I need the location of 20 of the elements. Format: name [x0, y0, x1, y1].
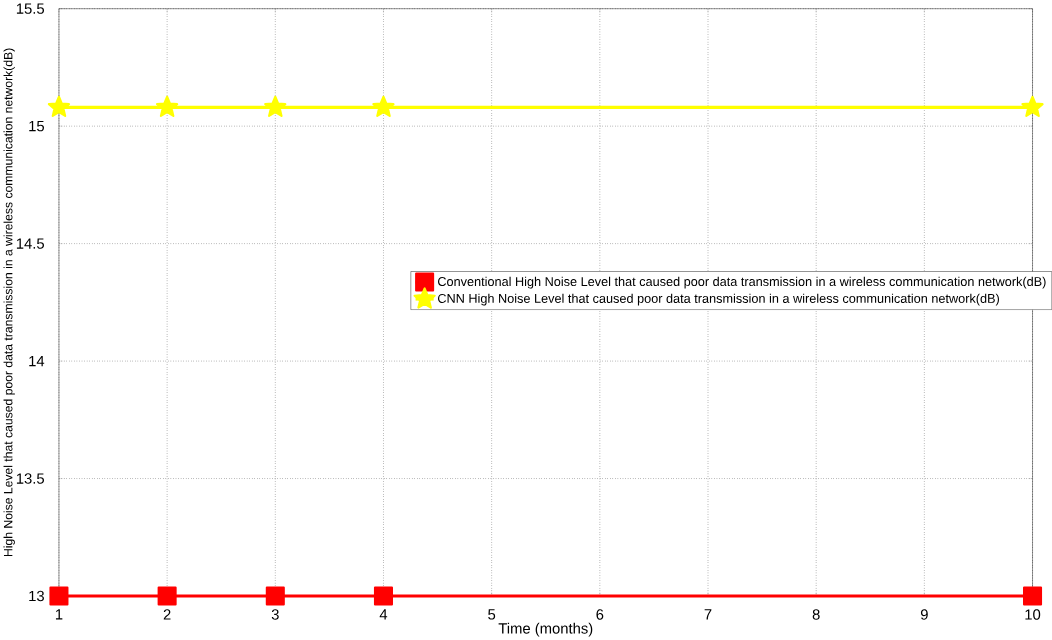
- x-tick-label: 9: [920, 609, 928, 620]
- y-axis-title: High Noise Level that caused poor data transmission in a wireless communication network(dB): [3, 48, 15, 556]
- y-tick-label: 14.5: [16, 238, 45, 249]
- y-tick-label: 15.5: [16, 3, 45, 14]
- x-tick-label: 5: [488, 609, 496, 620]
- x-tick-label: 10: [1025, 609, 1041, 620]
- x-tick-label: 8: [812, 609, 820, 620]
- legend-label: Conventional High Noise Level that caused poor data transmission in a wireless communication network(dB): [438, 276, 1046, 289]
- y-tick-label: 14: [29, 355, 45, 367]
- x-axis-title: Time (months): [498, 622, 593, 637]
- x-tick-label: 7: [704, 609, 712, 620]
- legend-label: CNN High Noise Level that caused poor data transmission in a wireless communication network(dB): [438, 293, 999, 306]
- x-tick-label: 4: [379, 609, 388, 620]
- x-tick-label: 1: [55, 609, 63, 620]
- x-tick-label: 6: [596, 609, 604, 620]
- y-tick-label: 13.5: [16, 473, 45, 484]
- y-tick-label: 15: [29, 120, 45, 132]
- x-tick-label: 3: [271, 609, 279, 620]
- y-tick-label: 13: [29, 590, 44, 602]
- x-tick-label: 2: [163, 609, 171, 620]
